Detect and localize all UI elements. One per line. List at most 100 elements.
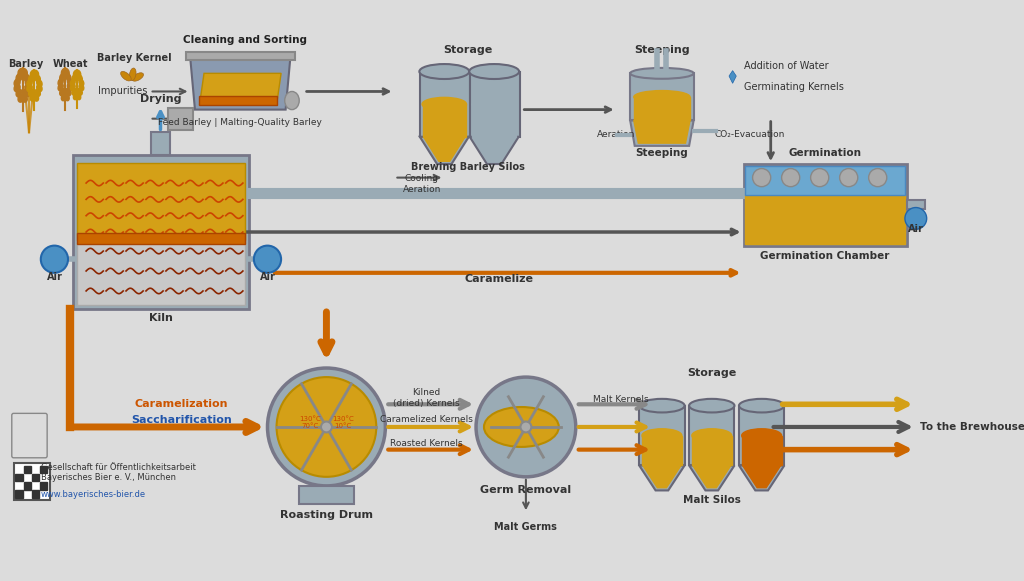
Ellipse shape (16, 74, 23, 81)
Text: Wheat: Wheat (53, 59, 88, 69)
Text: Malt Kernels: Malt Kernels (593, 395, 649, 404)
Ellipse shape (35, 89, 40, 96)
Ellipse shape (37, 80, 42, 87)
Ellipse shape (61, 69, 67, 76)
Ellipse shape (24, 89, 30, 97)
Ellipse shape (31, 70, 36, 77)
Ellipse shape (420, 64, 469, 79)
Ellipse shape (76, 70, 81, 77)
Polygon shape (423, 104, 466, 137)
Polygon shape (692, 436, 732, 465)
Ellipse shape (76, 93, 81, 100)
Bar (743, 164, 906, 246)
Polygon shape (200, 73, 281, 105)
Text: Malt Silos: Malt Silos (683, 494, 740, 504)
Ellipse shape (79, 84, 84, 91)
Bar (15, 490, 23, 498)
Circle shape (905, 207, 927, 229)
Text: Gesellschaft für Öffentlichkeitsarbeit
Bayerisches Bier e. V., München: Gesellschaft für Öffentlichkeitsarbeit B… (41, 462, 196, 482)
Ellipse shape (642, 429, 682, 442)
Ellipse shape (472, 98, 516, 111)
Ellipse shape (868, 168, 887, 187)
Ellipse shape (79, 80, 84, 86)
Ellipse shape (26, 79, 31, 87)
Text: Air: Air (46, 272, 62, 282)
Polygon shape (742, 465, 780, 487)
Circle shape (254, 246, 281, 273)
Polygon shape (473, 137, 515, 162)
Ellipse shape (639, 399, 685, 413)
Text: Roasting Drum: Roasting Drum (280, 510, 373, 520)
Ellipse shape (59, 73, 65, 81)
Bar (739, 406, 784, 465)
Ellipse shape (78, 88, 82, 95)
Bar (77, 243, 245, 304)
Text: Feed Barley | Malting-Quality Barley: Feed Barley | Malting-Quality Barley (159, 118, 323, 127)
Ellipse shape (68, 84, 73, 91)
Bar (420, 71, 470, 137)
Ellipse shape (484, 407, 559, 447)
Ellipse shape (29, 89, 34, 96)
Bar (77, 234, 245, 245)
Ellipse shape (78, 75, 82, 81)
Polygon shape (470, 137, 518, 164)
Ellipse shape (65, 94, 70, 101)
Text: Kiln: Kiln (148, 313, 172, 323)
Ellipse shape (14, 84, 20, 92)
Bar (32, 474, 39, 482)
Text: Roasted Kernels: Roasted Kernels (390, 439, 463, 448)
Polygon shape (642, 436, 682, 465)
Ellipse shape (35, 75, 40, 82)
Ellipse shape (692, 429, 732, 442)
Ellipse shape (31, 94, 36, 101)
Polygon shape (634, 120, 690, 143)
Polygon shape (630, 120, 693, 146)
Text: Germination: Germination (788, 148, 861, 158)
Ellipse shape (741, 429, 781, 442)
Ellipse shape (22, 95, 28, 102)
Bar (639, 406, 685, 465)
Bar (470, 71, 519, 137)
Ellipse shape (422, 98, 467, 111)
Text: Impurities: Impurities (97, 87, 146, 96)
Ellipse shape (68, 78, 73, 86)
Ellipse shape (61, 94, 67, 101)
Ellipse shape (71, 84, 75, 91)
Bar (186, 52, 295, 60)
Text: Germination Chamber: Germination Chamber (761, 252, 890, 261)
Bar (745, 166, 905, 195)
Text: www.bayerisches-bier.de: www.bayerisches-bier.de (41, 490, 146, 500)
Bar (745, 195, 905, 244)
Text: 130°C
10°C: 130°C 10°C (332, 416, 353, 429)
Polygon shape (639, 465, 685, 490)
Text: Barley: Barley (8, 59, 43, 69)
Text: Caramelization: Caramelization (134, 399, 228, 409)
Text: Drying: Drying (139, 94, 181, 104)
Polygon shape (729, 71, 736, 83)
Text: Caramelized Kernels: Caramelized Kernels (380, 415, 473, 424)
Text: 130°C
70°C: 130°C 70°C (299, 416, 321, 429)
Ellipse shape (74, 93, 78, 100)
Bar (40, 482, 47, 490)
Ellipse shape (26, 84, 31, 92)
Ellipse shape (634, 91, 690, 103)
Ellipse shape (753, 168, 771, 187)
Circle shape (276, 377, 376, 477)
Circle shape (267, 368, 385, 486)
Circle shape (476, 377, 575, 477)
Bar (24, 466, 31, 473)
Polygon shape (200, 96, 276, 105)
Ellipse shape (469, 64, 519, 79)
Text: Saccharification: Saccharification (131, 415, 231, 425)
Text: Storage: Storage (443, 45, 493, 55)
Polygon shape (739, 465, 784, 490)
Ellipse shape (285, 91, 299, 110)
Ellipse shape (71, 80, 75, 86)
Polygon shape (689, 465, 734, 490)
Bar (152, 132, 170, 155)
Bar (40, 466, 47, 473)
Ellipse shape (29, 75, 34, 82)
Text: Caramelize: Caramelize (464, 274, 534, 284)
Text: Cooling
Aeration: Cooling Aeration (402, 174, 440, 193)
Text: Steeping: Steeping (636, 148, 688, 158)
